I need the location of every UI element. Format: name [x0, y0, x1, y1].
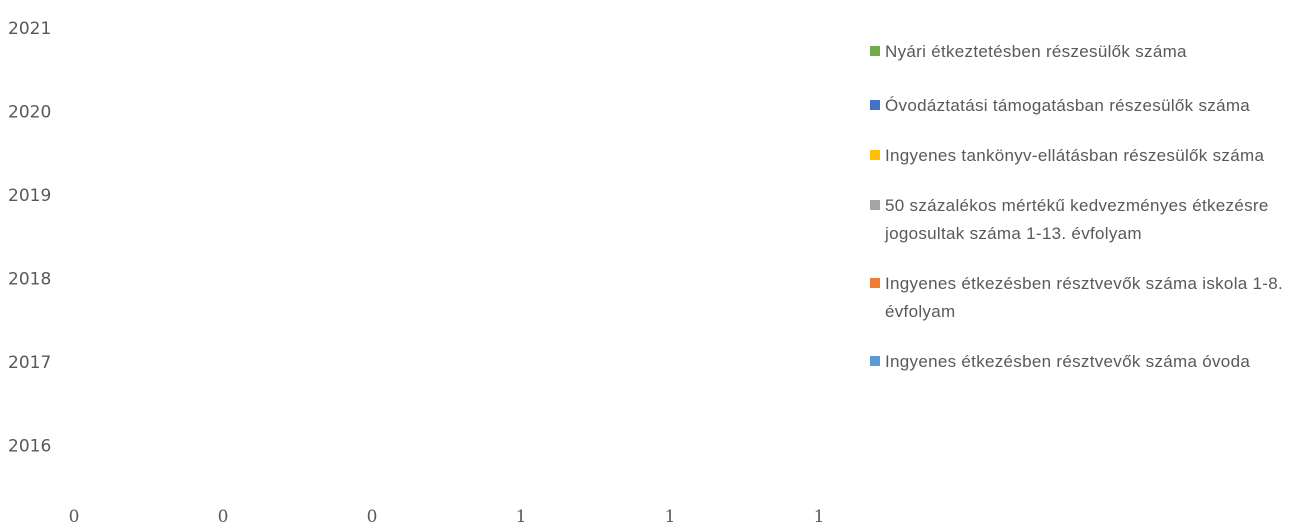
x-tick-label: 0: [69, 507, 80, 525]
x-tick-label: 1: [814, 507, 825, 525]
legend-label: Ingyenes tankönyv-ellátásban részesülők …: [885, 146, 1265, 165]
y-tick-label: 2018: [8, 270, 51, 290]
legend-item: Ingyenes tankönyv-ellátásban részesülők …: [870, 142, 1300, 170]
legend-label: Ingyenes étkezésben résztvevők száma isk…: [885, 274, 1284, 321]
legend-label: Ingyenes étkezésben résztvevők száma óvo…: [885, 352, 1251, 371]
legend-swatch: [870, 278, 880, 288]
legend-swatch: [870, 200, 880, 210]
x-tick-label: 0: [218, 507, 229, 525]
legend-label: Nyári étkeztetésben részesülők száma: [885, 42, 1187, 61]
legend-swatch: [870, 100, 880, 110]
y-tick-label: 2020: [8, 103, 51, 123]
x-tick-label: 0: [367, 507, 378, 525]
legend-item: Ingyenes étkezésben résztvevők száma óvo…: [870, 348, 1300, 376]
legend-label: Óvodáztatási támogatásban részesülők szá…: [885, 96, 1251, 115]
legend-item: Ingyenes étkezésben résztvevők száma isk…: [870, 270, 1300, 326]
legend-item: Nyári étkeztetésben részesülők száma: [870, 38, 1300, 66]
legend-item: Óvodáztatási támogatásban részesülők szá…: [870, 92, 1300, 120]
x-tick-label: 1: [665, 507, 676, 525]
x-tick-label: 1: [516, 507, 527, 525]
legend-label: 50 százalékos mértékű kedvezményes étkez…: [885, 196, 1269, 243]
y-tick-label: 2019: [8, 186, 51, 206]
legend-swatch: [870, 46, 880, 56]
legend-swatch: [870, 150, 880, 160]
y-tick-label: 2021: [8, 19, 51, 39]
y-tick-label: 2017: [8, 353, 51, 373]
legend-swatch: [870, 356, 880, 366]
y-tick-label: 2016: [8, 437, 51, 457]
chart-legend: Nyári étkeztetésben részesülők száma Óvod…: [870, 38, 1300, 398]
legend-item: 50 százalékos mértékű kedvezményes étkez…: [870, 192, 1300, 248]
